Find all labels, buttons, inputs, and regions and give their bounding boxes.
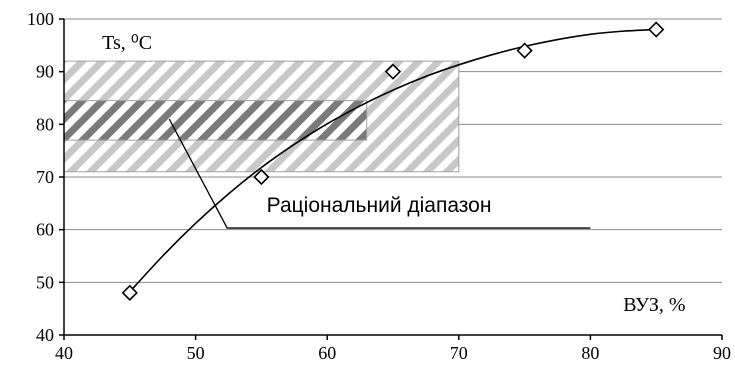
regions [63,60,460,173]
y-tick-label: 60 [36,220,54,240]
rational-range-inner-region [63,100,368,141]
x-tick-label: 50 [187,343,205,363]
y-tick-label: 80 [36,114,54,134]
x-axis-label: ВУЗ, % [623,294,685,316]
data-point-2 [253,168,270,186]
y-tick-label: 40 [36,325,54,345]
trend-curve [129,28,657,293]
data-point-3 [384,63,402,80]
axes [59,18,723,340]
x-tick-label: 80 [581,343,599,363]
annotation-layer: Раціональний діапазон [168,118,591,229]
x-tick-label: 90 [713,343,731,363]
y-tick-label: 70 [36,167,54,187]
tick-labels: 40 50 60 70 80 90 100 40 50 60 70 80 90 [27,9,731,363]
annotation-label: Раціональний діапазон [267,194,492,217]
y-tick-label: 100 [27,9,54,29]
data-points [121,21,665,301]
x-tick-label: 70 [450,343,468,363]
y-tick-label: 90 [36,62,54,82]
y-axis-label: Ts, ⁰С [102,32,152,54]
y-tick-label: 50 [36,272,54,292]
x-tick-label: 60 [318,343,336,363]
annotation-pointer-line [168,118,591,229]
data-point-4 [516,42,533,59]
trend-curve-layer [129,28,657,293]
data-point-5 [648,21,665,38]
x-tick-label: 40 [55,343,73,363]
data-point-1 [121,284,138,301]
